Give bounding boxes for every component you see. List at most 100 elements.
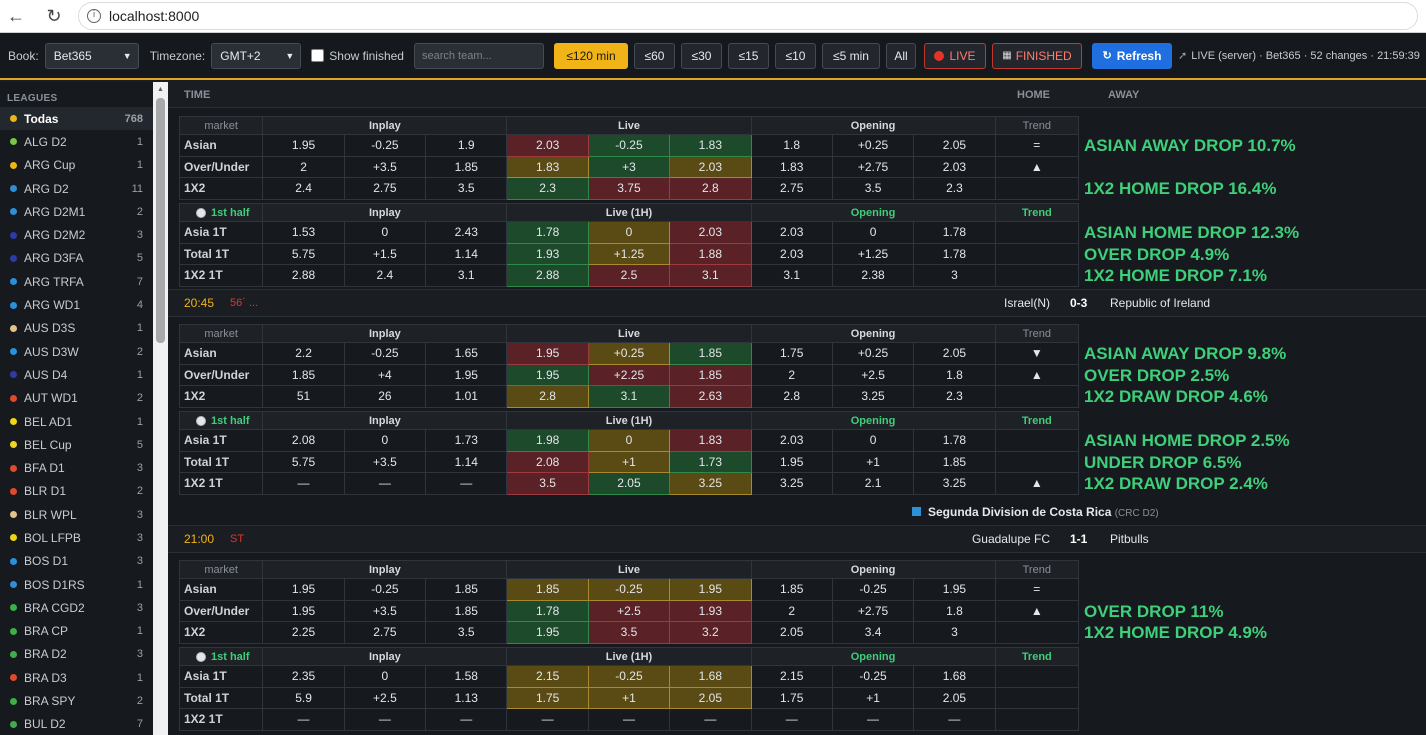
sidebar-item-bra-d2[interactable]: BRA D2 3 (0, 643, 153, 666)
market-name: Over/Under (178, 155, 264, 178)
info-icon[interactable]: i (87, 9, 101, 23)
sidebar-item-bel-ad1[interactable]: BEL AD1 1 (0, 410, 153, 433)
live-odd: -0.25 (587, 134, 671, 157)
sidebar-item-alg-d2[interactable]: ALG D2 1 (0, 130, 153, 153)
market-name: 1X2 (178, 621, 264, 644)
league-color-dot (10, 208, 17, 216)
filter-15-button[interactable]: ≤15 (727, 42, 769, 69)
opening-odd: 1.78 (913, 221, 996, 244)
odds-row: 1X2 1T 2.88 2.4 3.1 2.88 2.5 3.1 3.1 2.38 3 (178, 264, 1080, 287)
live-odd: 1.83 (669, 429, 752, 452)
scroll-thumb[interactable] (156, 98, 165, 343)
sidebar-item-arg-d2m1[interactable]: ARG D2M1 2 (0, 200, 153, 223)
trend-indicator (994, 621, 1080, 644)
league-name: AUS D3W (24, 344, 79, 359)
drop-alerts: ASIAN AWAY DROP 9.8% OVER DROP 2.5% 1X2 DR… (1084, 343, 1286, 408)
sidebar-item-bfa-d1[interactable]: BFA D1 3 (0, 456, 153, 479)
inplay-odd: 1.85 (425, 599, 508, 622)
sidebar-item-arg-d3fa[interactable]: ARG D3FA 5 (0, 247, 153, 270)
live-odd: +1.25 (587, 242, 671, 265)
sidebar-item-bos-d1rs[interactable]: BOS D1RS 1 (0, 573, 153, 596)
sidebar-item-aus-d3s[interactable]: AUS D3S 1 (0, 317, 153, 340)
league-count: 2 (136, 205, 143, 218)
sidebar-item-bel-cup[interactable]: BEL Cup 5 (0, 433, 153, 456)
sidebar-item-bra-cp[interactable]: BRA CP 1 (0, 620, 153, 643)
live-odd: 1.68 (669, 665, 752, 688)
inplay-header: Inplay (262, 324, 508, 343)
opening-odd: 2.05 (913, 342, 996, 365)
sidebar-scrollbar[interactable]: ▲ (153, 82, 168, 735)
live-odd: +2.25 (587, 363, 671, 386)
match-row[interactable]: 20:45 56´ ... Israel(N) 0-3 Republic of Irel… (168, 289, 1426, 317)
trend-indicator (994, 221, 1080, 244)
filter-5-button[interactable]: ≤5 min (821, 42, 880, 69)
live-odd: — (669, 708, 752, 731)
filter-120-button[interactable]: ≤120 min (553, 42, 628, 69)
timezone-select[interactable]: GMT+2 ▼ (211, 42, 302, 69)
opening-odd: 3 (913, 621, 996, 644)
filter-60-button[interactable]: ≤60 (633, 42, 675, 69)
live-label: LIVE (949, 48, 976, 63)
show-finished-checkbox[interactable] (311, 49, 325, 62)
sidebar-item-blr-wpl[interactable]: BLR WPL 3 (0, 503, 153, 526)
odds-header-row: market Inplay Live Opening Trend (178, 560, 1080, 579)
scroll-up-icon[interactable]: ▲ (157, 86, 164, 93)
address-bar[interactable]: i localhost:8000 (78, 2, 1418, 30)
sidebar-item-arg-wd1[interactable]: ARG WD1 4 (0, 293, 153, 316)
sidebar-item-aus-d3w[interactable]: AUS D3W 2 (0, 340, 153, 363)
opening-header: Opening (750, 647, 996, 666)
inplay-odd: 1.58 (425, 665, 508, 688)
odds-row: Asia 1T 2.35 0 1.58 2.15 -0.25 1.68 2.15 -0.25 1.… (178, 665, 1080, 688)
sidebar-item-bra-d3[interactable]: BRA D3 1 (0, 666, 153, 689)
sidebar-item-arg-trfa[interactable]: ARG TRFA 7 (0, 270, 153, 293)
toolbar: Book: Bet365 ▼ Timezone: GMT+2 ▼ Show fini… (0, 33, 1426, 80)
inplay-odd: 2.4 (343, 264, 427, 287)
away-column-label: AWAY (1108, 88, 1140, 101)
sidebar-item-bra-spy[interactable]: BRA SPY 2 (0, 689, 153, 712)
opening-odd: 3.4 (831, 621, 915, 644)
league-count: 3 (136, 648, 143, 661)
opening-odd: 1.68 (913, 665, 996, 688)
sidebar-item-aus-d4[interactable]: AUS D4 1 (0, 363, 153, 386)
refresh-button[interactable]: ↻ Refresh (1091, 42, 1172, 69)
league-count: 7 (136, 718, 143, 731)
live-odd: 1.75 (506, 686, 589, 709)
reload-icon[interactable]: ↻ (46, 5, 62, 26)
sidebar-item-blr-d1[interactable]: BLR D1 2 (0, 480, 153, 503)
live-odd: 1.95 (506, 342, 589, 365)
match-row[interactable]: 21:00 ST Guadalupe FC 1-1 Pitbulls (168, 525, 1426, 553)
book-select[interactable]: Bet365 ▼ (44, 42, 139, 69)
sidebar-item-todas[interactable]: Todas 768 (0, 107, 153, 131)
trend-indicator (994, 264, 1080, 287)
league-name: BOL LFPB (24, 530, 81, 545)
back-icon[interactable]: ← (7, 5, 25, 26)
sidebar-item-aut-wd1[interactable]: AUT WD1 2 (0, 387, 153, 410)
sidebar-item-bos-d1[interactable]: BOS D1 3 (0, 550, 153, 573)
odds-row: Over/Under 1.95 +3.5 1.85 1.78 +2.5 1.93 2 +2.75… (178, 599, 1080, 622)
opening-odd: 2.75 (750, 177, 833, 200)
home-team: Israel(N) (1003, 296, 1050, 310)
sidebar-item-arg-d2m2[interactable]: ARG D2M2 3 (0, 223, 153, 246)
league-color-dot (10, 418, 17, 425)
column-header: TIME HOME AWAY (168, 82, 1426, 108)
search-input[interactable]: search team... (413, 42, 544, 69)
first-half-odds-table: 1st half Inplay Live (1H) Opening Trend Asia … (178, 647, 1080, 731)
league-count: 1 (136, 578, 143, 591)
filter-all-button[interactable]: All (885, 42, 916, 69)
sidebar-item-bul-d2[interactable]: BUL D2 7 (0, 713, 153, 735)
sidebar-item-arg-d2[interactable]: ARG D2 11 (0, 177, 153, 200)
odds-row: Asia 1T 2.08 0 1.73 1.98 0 1.83 2.03 0 1.78 (178, 429, 1080, 452)
sidebar-item-bol-lfpb[interactable]: BOL LFPB 3 (0, 526, 153, 549)
market-name: Total 1T (178, 686, 264, 709)
sidebar-item-arg-cup[interactable]: ARG Cup 1 (0, 154, 153, 177)
finished-button[interactable]: ▦ FINISHED (991, 42, 1082, 69)
sidebar-item-bra-cgd2[interactable]: BRA CGD2 3 (0, 596, 153, 619)
live-odd: +1 (587, 686, 671, 709)
book-label: Book: (8, 48, 39, 63)
trend-indicator: ▲ (994, 472, 1080, 495)
league-name: BRA SPY (24, 694, 76, 709)
live-button[interactable]: LIVE (923, 42, 986, 69)
filter-30-button[interactable]: ≤30 (680, 42, 722, 69)
live-odd: 1.95 (506, 363, 589, 386)
filter-10-button[interactable]: ≤10 (774, 42, 816, 69)
